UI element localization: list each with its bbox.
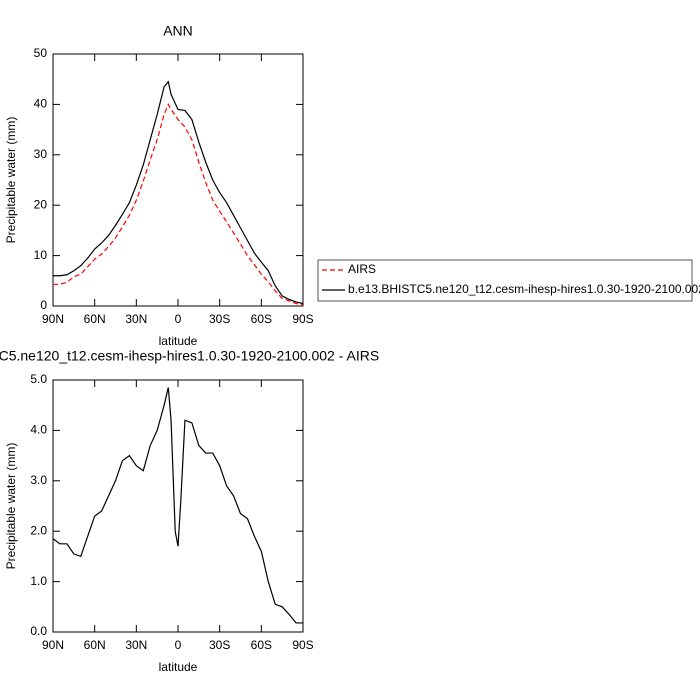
y-tick-label: 2.0 <box>30 523 47 537</box>
legend-label: AIRS <box>348 262 376 276</box>
legend-box <box>317 259 693 302</box>
y-tick-label: 0.0 <box>30 624 47 638</box>
chart-title: ANN <box>163 23 193 39</box>
y-tick-label: 30 <box>34 147 48 161</box>
x-tick-label: 60S <box>251 312 272 326</box>
x-tick-label: 30N <box>125 312 147 326</box>
y-axis-label: Precipitable water (mm) <box>4 443 18 570</box>
x-tick-label: 30S <box>209 312 230 326</box>
y-tick-label: 20 <box>34 197 48 211</box>
x-tick-label: 90N <box>42 638 64 652</box>
x-tick-label: 60N <box>84 638 106 652</box>
x-tick-label: 0 <box>175 638 182 652</box>
x-tick-label: 90N <box>42 312 64 326</box>
y-axis-label: Precipitable water (mm) <box>4 117 18 244</box>
x-tick-label: 60S <box>251 638 272 652</box>
x-tick-label: 30N <box>125 638 147 652</box>
data-line <box>52 387 303 624</box>
y-tick-label: 4.0 <box>30 423 47 437</box>
x-axis-label: latitude <box>159 334 198 348</box>
y-tick-label: 40 <box>34 97 48 111</box>
y-tick-label: 50 <box>34 46 48 60</box>
x-axis-label: latitude <box>159 660 198 674</box>
chart-title: ISTC5.ne120_t12.cesm-ihesp-hires1.0.30-1… <box>0 348 379 364</box>
y-tick-label: 0 <box>40 298 47 312</box>
y-tick-label: 3.0 <box>30 473 47 487</box>
data-line <box>53 80 304 305</box>
legend-label: b.e13.BHISTC5.ne120_t12.cesm-ihesp-hires… <box>348 282 700 296</box>
x-tick-label: 0 <box>175 312 182 326</box>
y-tick-label: 1.0 <box>30 574 47 588</box>
data-line <box>53 103 304 306</box>
x-tick-label: 90S <box>292 312 313 326</box>
x-tick-label: 90S <box>292 638 313 652</box>
y-tick-label: 5.0 <box>30 372 47 386</box>
y-tick-label: 10 <box>34 248 48 262</box>
plot-frame <box>52 53 304 307</box>
x-tick-label: 60N <box>84 312 106 326</box>
plot-frame <box>52 379 304 633</box>
x-tick-label: 30S <box>209 638 230 652</box>
